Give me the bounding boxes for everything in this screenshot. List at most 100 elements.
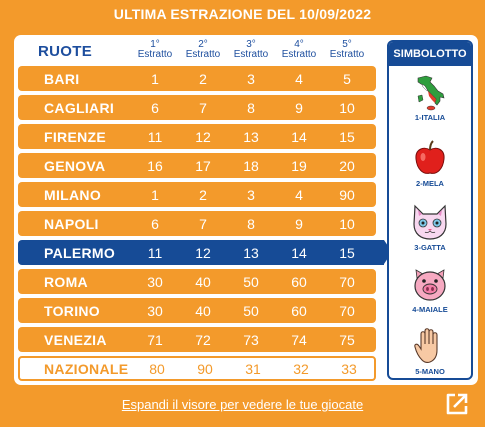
column-header-4: 4° Estratto bbox=[281, 39, 317, 60]
extracted-number-4: 4 bbox=[295, 187, 303, 203]
extracted-number-4: 32 bbox=[293, 361, 309, 377]
extracted-number-3: 8 bbox=[247, 100, 255, 116]
extracted-number-4: 14 bbox=[291, 245, 307, 261]
ruota-name: GENOVA bbox=[44, 158, 106, 174]
apple-icon bbox=[415, 140, 445, 174]
extracted-number-5: 5 bbox=[343, 71, 351, 87]
table-row-cagliari[interactable]: CAGLIARI 6 7 8 9 10 bbox=[18, 95, 376, 120]
extracted-number-4: 14 bbox=[291, 129, 307, 145]
ruota-name: TORINO bbox=[44, 303, 100, 319]
page-title: ULTIMA ESTRAZIONE DEL 10/09/2022 bbox=[113, 6, 372, 22]
extracted-number-5: 33 bbox=[341, 361, 357, 377]
table-row-venezia[interactable]: VENEZIA 71 72 73 74 75 bbox=[18, 327, 376, 352]
extracted-number-3: 31 bbox=[245, 361, 261, 377]
extracted-number-4: 9 bbox=[295, 100, 303, 116]
extracted-number-4: 9 bbox=[295, 216, 303, 232]
extracted-number-1: 6 bbox=[151, 216, 159, 232]
extracted-number-2: 7 bbox=[199, 216, 207, 232]
simbolotto-title: SIMBOLOTTO bbox=[389, 42, 471, 66]
table-header: RUOTE 1° Estratto 2° Estratto 3° Estratto 4… bbox=[14, 35, 394, 65]
extracted-number-3: 3 bbox=[247, 71, 255, 87]
simbolotto-item-mano: 5-MANO bbox=[389, 326, 471, 376]
extracted-number-1: 80 bbox=[149, 361, 165, 377]
extracted-number-1: 6 bbox=[151, 100, 159, 116]
ruota-name: PALERMO bbox=[44, 245, 116, 261]
simbolotto-item-gatta: 3-GATTA bbox=[389, 202, 471, 252]
expand-viewer-link[interactable]: Espandi il visore per vedere le tue gioc… bbox=[121, 397, 364, 412]
extracted-number-4: 60 bbox=[291, 303, 307, 319]
table-row-genova[interactable]: GENOVA 16 17 18 19 20 bbox=[18, 153, 376, 178]
table-row-torino[interactable]: TORINO 30 40 50 60 70 bbox=[18, 298, 376, 323]
ruota-name: VENEZIA bbox=[44, 332, 107, 348]
extracted-number-1: 30 bbox=[147, 274, 163, 290]
simbolotto-item-mela: 2-MELA bbox=[389, 138, 471, 188]
column-header-1: 1° Estratto bbox=[137, 39, 173, 60]
ruote-header: RUOTE bbox=[38, 43, 92, 60]
ruota-name: CAGLIARI bbox=[44, 100, 115, 116]
expand-external-icon[interactable] bbox=[444, 391, 470, 417]
extracted-number-2: 40 bbox=[195, 303, 211, 319]
extracted-number-4: 19 bbox=[291, 158, 307, 174]
extracted-number-1: 30 bbox=[147, 303, 163, 319]
column-header-2: 2° Estratto bbox=[185, 39, 221, 60]
ruota-name: MILANO bbox=[44, 187, 102, 203]
extracted-number-2: 12 bbox=[195, 129, 211, 145]
extracted-number-5: 20 bbox=[339, 158, 355, 174]
simbolotto-panel: SIMBOLOTTO 1-ITALIA 2-MELA bbox=[387, 40, 473, 380]
ruota-name: NAPOLI bbox=[44, 216, 99, 232]
extracted-number-3: 13 bbox=[243, 129, 259, 145]
column-header-3: 3° Estratto bbox=[233, 39, 269, 60]
extracted-number-3: 3 bbox=[247, 187, 255, 203]
table-row-bari[interactable]: BARI 1 2 3 4 5 bbox=[18, 66, 376, 91]
table-row-milano[interactable]: MILANO 1 2 3 4 90 bbox=[18, 182, 376, 207]
extracted-number-3: 8 bbox=[247, 216, 255, 232]
pig-icon bbox=[414, 269, 446, 301]
table-row-palermo[interactable]: PALERMO 11 12 13 14 15 bbox=[18, 240, 392, 265]
extracted-number-3: 50 bbox=[243, 274, 259, 290]
extracted-number-5: 75 bbox=[339, 332, 355, 348]
column-header-5: 5° Estratto bbox=[329, 39, 365, 60]
extracted-number-4: 74 bbox=[291, 332, 307, 348]
extracted-number-2: 17 bbox=[195, 158, 211, 174]
extracted-number-2: 72 bbox=[195, 332, 211, 348]
ruota-name: FIRENZE bbox=[44, 129, 106, 145]
extracted-number-2: 2 bbox=[199, 187, 207, 203]
extracted-number-2: 2 bbox=[199, 71, 207, 87]
extracted-number-2: 90 bbox=[197, 361, 213, 377]
extracted-number-5: 10 bbox=[339, 216, 355, 232]
table-row-roma[interactable]: ROMA 30 40 50 60 70 bbox=[18, 269, 376, 294]
ruota-name: ROMA bbox=[44, 274, 88, 290]
extracted-number-2: 7 bbox=[199, 100, 207, 116]
extraction-card: RUOTE 1° Estratto 2° Estratto 3° Estratto 4… bbox=[14, 35, 478, 385]
extracted-number-5: 70 bbox=[339, 303, 355, 319]
hand-icon bbox=[414, 328, 438, 363]
italy-map-icon bbox=[417, 75, 445, 111]
extracted-number-1: 1 bbox=[151, 187, 159, 203]
extracted-number-5: 15 bbox=[339, 129, 355, 145]
extracted-number-4: 4 bbox=[295, 71, 303, 87]
cat-icon bbox=[413, 204, 447, 240]
ruota-name: NAZIONALE bbox=[44, 361, 129, 377]
extracted-number-5: 70 bbox=[339, 274, 355, 290]
extracted-number-1: 11 bbox=[147, 129, 163, 145]
extracted-number-3: 50 bbox=[243, 303, 259, 319]
extracted-number-3: 73 bbox=[243, 332, 259, 348]
extracted-number-3: 13 bbox=[243, 245, 259, 261]
extracted-number-5: 15 bbox=[339, 245, 355, 261]
extracted-number-1: 1 bbox=[151, 71, 159, 87]
extracted-number-5: 10 bbox=[339, 100, 355, 116]
extracted-number-4: 60 bbox=[291, 274, 307, 290]
table-row-napoli[interactable]: NAPOLI 6 7 8 9 10 bbox=[18, 211, 376, 236]
extracted-number-1: 11 bbox=[147, 245, 163, 261]
extracted-number-1: 16 bbox=[147, 158, 163, 174]
extracted-number-1: 71 bbox=[147, 332, 163, 348]
extracted-number-2: 40 bbox=[195, 274, 211, 290]
simbolotto-item-italia: 1-ITALIA bbox=[389, 72, 471, 122]
extracted-number-5: 90 bbox=[339, 187, 355, 203]
ruota-name: BARI bbox=[44, 71, 80, 87]
simbolotto-item-maiale: 4-MAIALE bbox=[389, 264, 471, 314]
table-row-nazionale[interactable]: NAZIONALE 80 90 31 32 33 bbox=[18, 356, 376, 381]
extracted-number-3: 18 bbox=[243, 158, 259, 174]
extracted-number-2: 12 bbox=[195, 245, 211, 261]
table-row-firenze[interactable]: FIRENZE 11 12 13 14 15 bbox=[18, 124, 376, 149]
